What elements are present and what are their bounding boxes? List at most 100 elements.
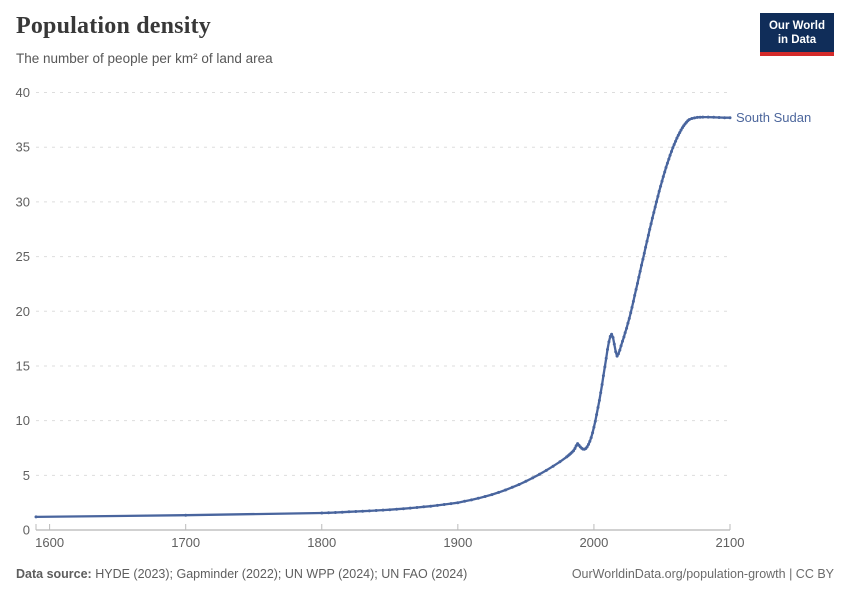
- data-point-marker: [574, 444, 578, 448]
- y-axis-tick-label: 35: [16, 140, 30, 155]
- data-point-marker: [663, 170, 667, 174]
- data-point-marker: [678, 131, 682, 135]
- y-axis-tick-label: 25: [16, 249, 30, 264]
- x-axis-tick-label: 1800: [307, 535, 336, 550]
- data-point-marker: [626, 321, 630, 325]
- data-point-marker: [327, 511, 331, 515]
- y-axis-tick-label: 40: [16, 85, 30, 100]
- data-point-marker: [456, 501, 460, 505]
- data-source-label: Data source:: [16, 567, 92, 581]
- data-point-marker: [611, 336, 615, 339]
- data-point-marker: [650, 216, 654, 220]
- data-point-marker: [588, 439, 592, 443]
- data-source-list: HYDE (2023); Gapminder (2022); UN WPP (2…: [91, 567, 468, 581]
- data-point-marker: [367, 509, 371, 513]
- data-point-marker: [606, 348, 609, 351]
- y-axis-tick-label: 15: [16, 358, 30, 373]
- data-line-south-sudan[interactable]: [34, 115, 732, 519]
- data-point-marker: [690, 117, 694, 120]
- data-point-marker: [510, 485, 514, 489]
- data-point-marker: [672, 143, 676, 146]
- data-point-marker: [621, 339, 624, 343]
- data-point-marker: [640, 263, 643, 267]
- data-point-marker: [660, 179, 664, 183]
- data-point-marker: [614, 350, 618, 354]
- chart-subtitle: The number of people per km² of land are…: [16, 51, 273, 66]
- owid-logo-line1: Our World: [768, 20, 825, 32]
- data-point-marker: [728, 116, 732, 120]
- data-point-marker: [497, 490, 501, 494]
- data-point-marker: [593, 419, 597, 423]
- data-point-marker: [664, 166, 668, 169]
- data-point-marker: [675, 136, 679, 140]
- data-point-marker: [587, 442, 590, 446]
- data-point-marker: [652, 211, 656, 214]
- data-point-marker: [608, 334, 612, 338]
- data-point-marker: [695, 115, 699, 119]
- data-point-marker: [659, 184, 663, 188]
- data-point-marker: [504, 488, 507, 492]
- y-axis-tick-label: 10: [16, 413, 30, 428]
- data-point-marker: [600, 383, 604, 386]
- data-point-marker: [597, 398, 601, 402]
- data-point-marker: [667, 157, 671, 161]
- data-point-marker: [544, 468, 548, 472]
- data-point-marker: [671, 146, 675, 150]
- data-point-marker: [679, 128, 683, 132]
- data-point-marker: [644, 245, 648, 249]
- data-point-marker: [604, 356, 608, 360]
- data-point-marker: [184, 513, 188, 517]
- data-point-marker: [470, 498, 473, 502]
- data-point-marker: [706, 115, 710, 119]
- data-point-marker: [676, 133, 680, 137]
- data-point-marker: [347, 510, 351, 514]
- y-axis-tick-label: 5: [23, 468, 30, 483]
- data-point-marker: [573, 447, 577, 450]
- data-point-marker: [665, 161, 669, 165]
- data-point-marker: [631, 299, 635, 303]
- data-point-marker: [603, 365, 607, 369]
- x-axis-tick-label: 1700: [171, 535, 200, 550]
- data-point-marker: [622, 335, 626, 339]
- data-point-marker: [388, 508, 392, 512]
- data-source-note: Data source: HYDE (2023); Gapminder (202…: [16, 567, 467, 581]
- data-point-marker: [381, 508, 385, 512]
- data-point-marker: [612, 342, 616, 346]
- data-point-marker: [415, 506, 419, 509]
- data-point-marker: [642, 251, 646, 255]
- data-point-marker: [615, 354, 619, 358]
- data-point-marker: [661, 175, 665, 179]
- data-point-marker: [449, 502, 453, 506]
- data-point-marker: [636, 281, 639, 285]
- data-point-marker: [698, 115, 702, 119]
- x-axis-tick-label: 1600: [35, 535, 64, 550]
- data-point-marker: [442, 503, 446, 506]
- data-point-marker: [627, 316, 631, 320]
- data-point-marker: [551, 464, 555, 468]
- data-point-marker: [596, 406, 600, 409]
- data-point-marker: [649, 222, 653, 226]
- data-point-marker: [633, 293, 637, 297]
- data-point-marker: [591, 431, 595, 435]
- data-point-marker: [558, 460, 562, 464]
- data-point-marker: [610, 332, 614, 336]
- series-label[interactable]: South Sudan: [736, 110, 812, 125]
- data-point-marker: [687, 118, 691, 122]
- data-point-marker: [653, 205, 657, 209]
- data-point-marker: [524, 479, 528, 483]
- data-point-marker: [429, 504, 433, 508]
- data-point-marker: [637, 275, 641, 279]
- data-point-marker: [619, 344, 623, 348]
- x-axis-tick-label: 1900: [443, 535, 472, 550]
- data-point-marker: [656, 194, 660, 198]
- data-point-marker: [361, 509, 365, 513]
- data-point-marker: [634, 287, 638, 291]
- data-point-marker: [607, 340, 611, 344]
- data-point-marker: [531, 476, 535, 480]
- data-point-marker: [648, 227, 652, 231]
- data-point-marker: [630, 305, 634, 309]
- data-point-marker: [333, 511, 337, 514]
- data-point-marker: [34, 515, 38, 519]
- data-point-marker: [601, 374, 605, 378]
